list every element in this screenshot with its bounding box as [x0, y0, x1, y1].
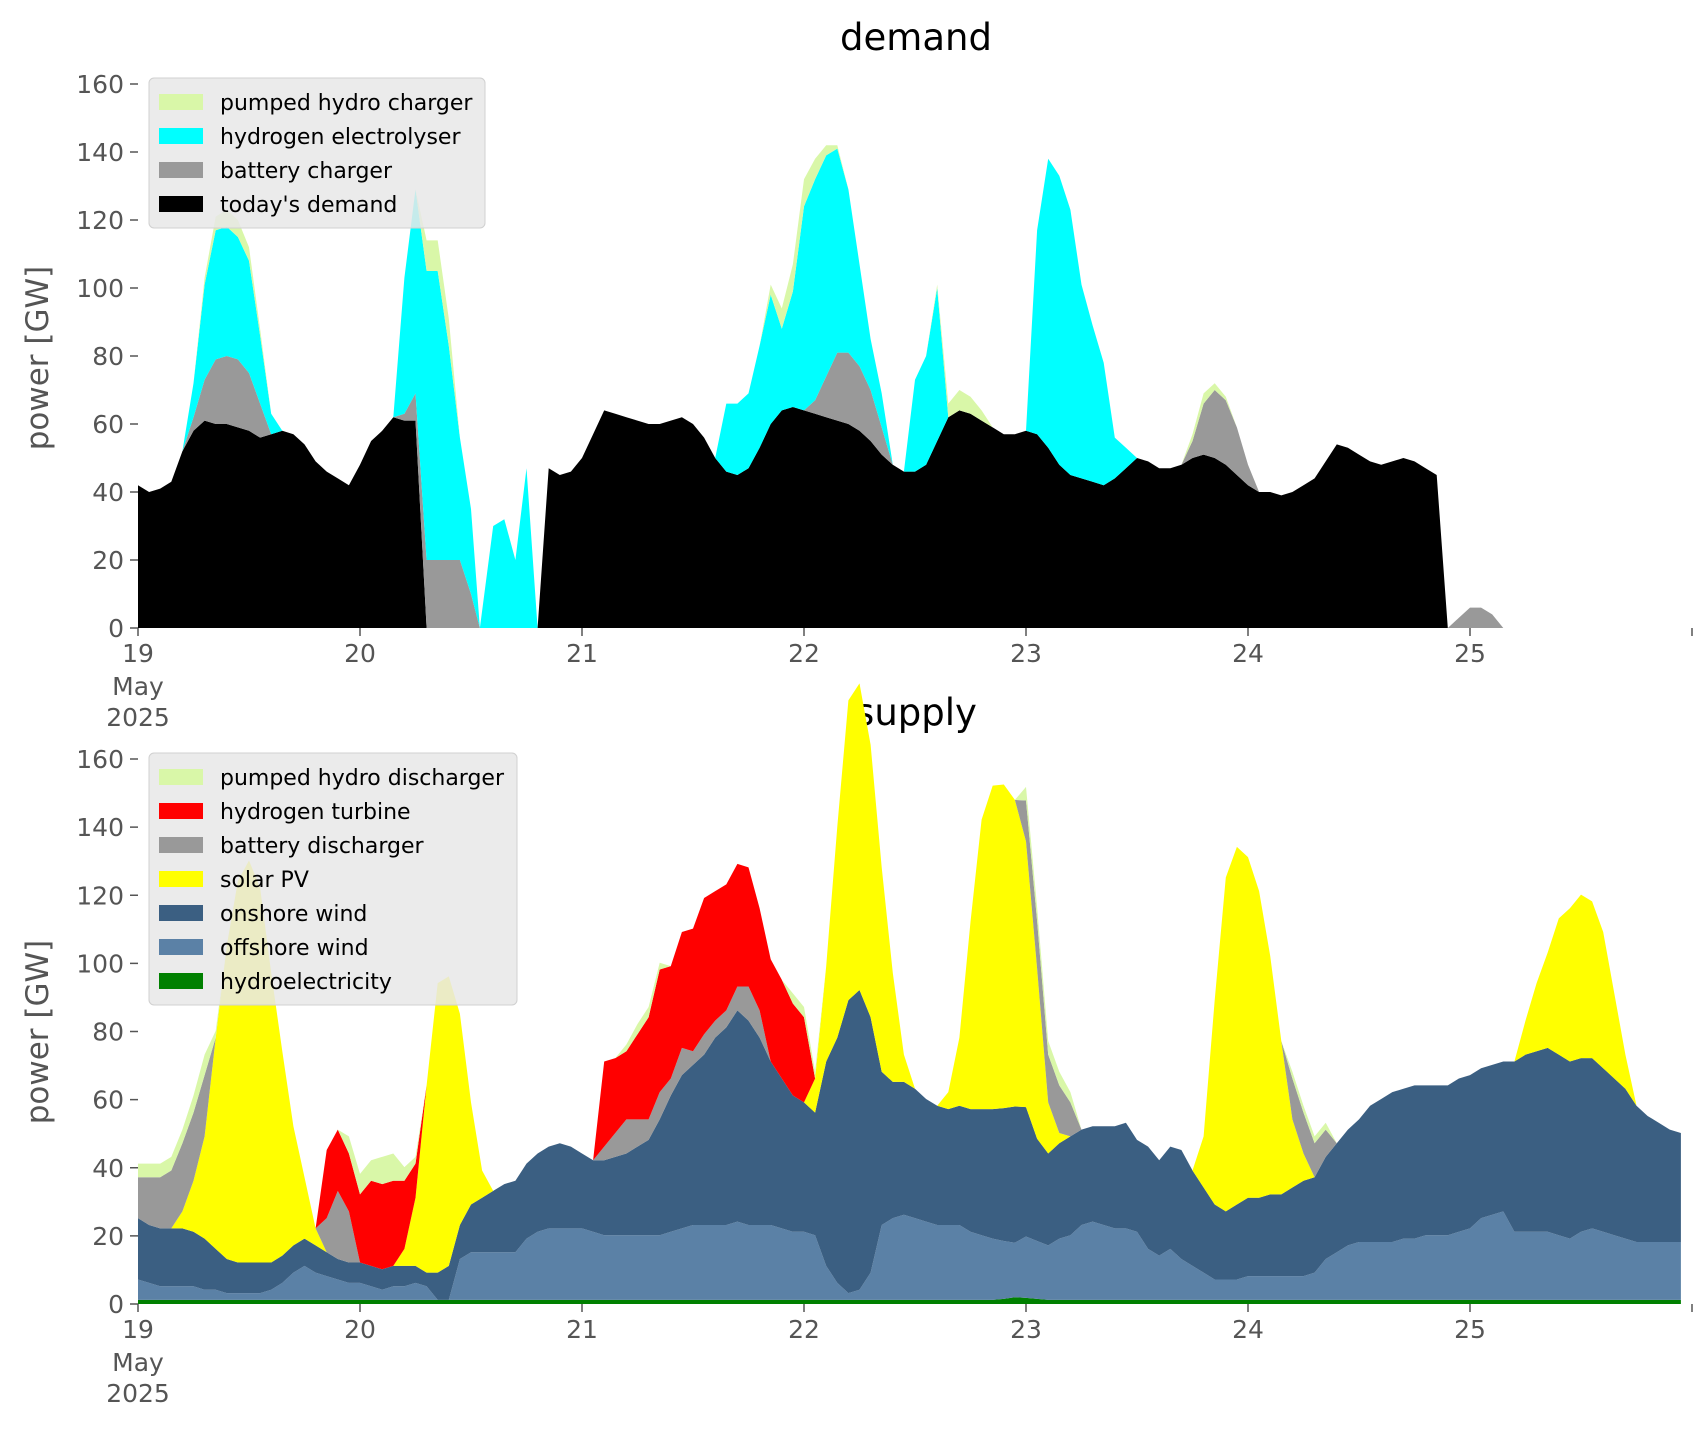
y-tick-label: 20: [92, 1222, 124, 1251]
x-tick-label: 25: [1454, 1315, 1486, 1344]
legend-label: battery discharger: [220, 834, 425, 859]
supply-axes: 0 20 40 60 80 100 120 140 160 19 20 21 22 23 24 25 May20…: [76, 745, 1693, 1408]
legend-swatch: [159, 196, 203, 212]
y-tick-label: 160: [76, 70, 124, 99]
y-tick-label: 0: [108, 1290, 124, 1319]
legend-label: today's demand: [220, 193, 397, 218]
y-tick-label: 120: [76, 206, 124, 235]
legend-swatch: [159, 162, 203, 178]
y-tick-label: 80: [92, 342, 124, 371]
x-tick-sublabel: 2025: [106, 1379, 170, 1408]
x-tick-label: 23: [1010, 1315, 1042, 1344]
x-tick-label: 25: [1454, 639, 1486, 668]
legend-swatch: [159, 837, 203, 853]
supply-y-axis-label: power [GW]: [20, 940, 56, 1125]
x-tick-label: 24: [1232, 1315, 1264, 1344]
legend-label: offshore wind: [220, 936, 369, 961]
demand-y-axis-label: power [GW]: [20, 266, 56, 451]
x-tick-label: 24: [1232, 639, 1264, 668]
x-tick-label: 21: [566, 639, 598, 668]
demand-areas: [138, 145, 1681, 628]
demand-area-today-s-demand: [138, 407, 1681, 628]
legend-box: [148, 752, 518, 1006]
x-tick-label: 22: [788, 639, 820, 668]
legend-swatch: [159, 973, 203, 989]
x-tick-sublabel: May: [112, 1348, 164, 1377]
demand-chart-title: demand: [840, 16, 992, 59]
supply-area-hydroelectricity: [138, 1297, 1681, 1304]
legend-label: hydroelectricity: [220, 970, 392, 995]
y-tick-label: 120: [76, 881, 124, 910]
legend-label: onshore wind: [220, 902, 367, 927]
supply-area-offshore-wind: [138, 1211, 1681, 1300]
y-tick-label: 40: [92, 478, 124, 507]
legend-label: pumped hydro charger: [220, 91, 473, 116]
demand-legend: pumped hydro charger hydrogen electrolyse…: [148, 77, 486, 229]
y-tick-label: 20: [92, 546, 124, 575]
legend-swatch: [159, 803, 203, 819]
legend-swatch: [159, 128, 203, 144]
legend-swatch: [159, 769, 203, 785]
y-tick-label: 40: [92, 1154, 124, 1183]
legend-swatch: [159, 871, 203, 887]
x-tick-sublabel: May: [112, 672, 164, 701]
supply-chart-title: supply: [855, 691, 977, 734]
x-tick-label: 22: [788, 1315, 820, 1344]
x-tick-sublabel: 2025: [106, 703, 170, 732]
x-tick-label: 20: [344, 639, 376, 668]
legend-label: hydrogen turbine: [220, 800, 411, 825]
y-tick-label: 100: [76, 274, 124, 303]
demand-axes: 0 20 40 60 80 100 120 140 160 19 20 21 22 23 24 25 May20…: [76, 70, 1693, 732]
legend-swatch: [159, 939, 203, 955]
y-tick-label: 0: [108, 614, 124, 643]
supply-area-battery-discharger: [138, 683, 1681, 1270]
y-tick-label: 160: [76, 745, 124, 774]
legend-box: [148, 77, 486, 229]
legend-label: battery charger: [220, 159, 393, 184]
y-tick-label: 140: [76, 813, 124, 842]
y-tick-label: 80: [92, 1018, 124, 1047]
x-tick-label: 23: [1010, 639, 1042, 668]
legend-label: solar PV: [220, 868, 309, 893]
x-tick-label: 21: [566, 1315, 598, 1344]
legend-label: pumped hydro discharger: [220, 766, 505, 791]
legend-swatch: [159, 905, 203, 921]
y-tick-label: 140: [76, 138, 124, 167]
supply-area-onshore-wind: [138, 989, 1681, 1300]
legend-label: hydrogen electrolyser: [220, 125, 461, 150]
x-tick-label: 19: [122, 639, 154, 668]
x-tick-label: 19: [122, 1315, 154, 1344]
y-tick-label: 60: [92, 1086, 124, 1115]
y-tick-label: 100: [76, 949, 124, 978]
x-tick-label: 20: [344, 1315, 376, 1344]
supply-legend: pumped hydro discharger hydrogen turbine b…: [148, 752, 518, 1006]
y-tick-label: 60: [92, 410, 124, 439]
legend-swatch: [159, 94, 203, 110]
demand-area-hydrogen-electrolyser: [138, 148, 1681, 628]
